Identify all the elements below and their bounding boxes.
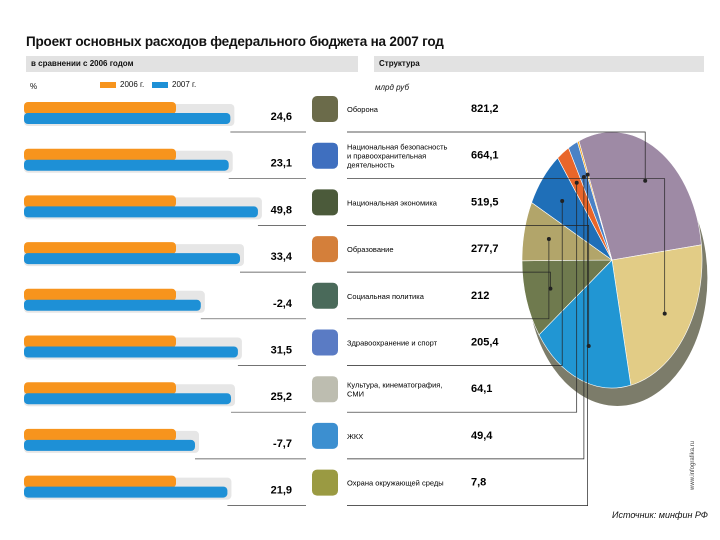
student-icon <box>312 236 338 263</box>
chart-title: Проект основных расходов федерального бю… <box>26 34 444 49</box>
leader-line <box>347 182 578 413</box>
value-label: 49,4 <box>471 430 493 442</box>
bar-2007 <box>24 393 232 405</box>
source-note: Источник: минфин РФ <box>612 510 708 520</box>
leader-dot <box>581 175 586 179</box>
value-unit: млрд руб <box>375 83 409 92</box>
category-label: и правоохранительная <box>347 152 426 161</box>
category-label: Национальная экономика <box>347 198 438 207</box>
bar-2006 <box>24 475 176 488</box>
category-label: деятельность <box>347 161 395 170</box>
leader-line <box>347 239 550 320</box>
value-label: 664,1 <box>471 150 499 162</box>
pie-slice-2 <box>611 244 703 386</box>
value-label: 64,1 <box>471 383 492 395</box>
bar-2006 <box>24 288 176 301</box>
bar-2006 <box>24 102 176 114</box>
leader-dot <box>662 311 667 316</box>
leader-line <box>347 271 551 289</box>
value-label: 519,5 <box>471 196 499 208</box>
bar-2006 <box>24 335 176 348</box>
pie-slice-4 <box>521 259 613 336</box>
pie-slice-9 <box>577 140 613 261</box>
leader-line <box>347 225 590 346</box>
legend-2007: 2007 г. <box>152 80 196 89</box>
leader-line <box>347 201 563 366</box>
category-label: Охрана окружающей среды <box>347 479 444 488</box>
leader-dot <box>560 199 565 203</box>
tree-icon <box>312 469 338 496</box>
leader-line <box>347 178 666 314</box>
legend-2006: 2006 г. <box>100 80 144 89</box>
growth-label: 24,6 <box>271 111 292 123</box>
tank-icon <box>312 96 338 122</box>
value-label: 7,8 <box>471 477 486 489</box>
legend-2007-label: 2007 г. <box>172 80 197 89</box>
police-car-icon <box>312 142 338 169</box>
elderly-person-icon <box>312 282 338 309</box>
subtitle-bar: в сравнении с 2006 годом <box>26 56 358 72</box>
value-label: 205,4 <box>471 337 499 349</box>
category-label: Национальная безопасность <box>347 143 448 152</box>
growth-label: -2,4 <box>273 298 293 310</box>
bar-2007 <box>24 299 201 311</box>
category-label: Культура, кинематография, <box>347 381 442 390</box>
side-credit: www.infografika.ru <box>690 440 696 490</box>
legend-2007-swatch <box>152 81 168 88</box>
leader-line <box>347 177 585 460</box>
growth-label: 33,4 <box>271 251 293 263</box>
leader-dot <box>585 172 590 177</box>
bar-2007 <box>24 346 238 358</box>
bar-2007 <box>24 439 196 451</box>
leader-line <box>347 174 588 506</box>
bar-2006 <box>24 428 176 441</box>
growth-label: 23,1 <box>271 158 292 170</box>
leader-dot <box>643 178 648 183</box>
category-label: Оборона <box>347 105 379 114</box>
bar-2007 <box>24 206 258 218</box>
percent-unit: % <box>30 82 38 91</box>
discobolus-statue-icon <box>312 376 338 403</box>
leader-dot <box>574 180 579 185</box>
bar-2006 <box>24 242 176 255</box>
bar-2006 <box>24 382 176 395</box>
growth-label: 21,9 <box>271 485 292 497</box>
leader-line <box>347 131 646 181</box>
bar-2007 <box>24 486 228 498</box>
pie-slice-1 <box>578 131 702 261</box>
factory-icon <box>312 189 338 216</box>
growth-label: -7,7 <box>273 438 292 450</box>
structure-bar: Структура <box>374 56 704 72</box>
bar-2007 <box>24 253 240 265</box>
category-label: СМИ <box>347 390 364 399</box>
growth-label: 49,8 <box>271 204 292 216</box>
category-label: Социальная политика <box>347 292 425 301</box>
value-label: 212 <box>471 290 489 302</box>
leader-dot <box>546 237 551 241</box>
value-label: 277,7 <box>471 243 499 255</box>
growth-label: 31,5 <box>271 345 292 357</box>
structure-label: Структура <box>379 59 420 68</box>
value-label: 821,2 <box>471 103 499 115</box>
bathtub-icon <box>312 422 338 449</box>
legend-2006-label: 2006 г. <box>120 80 145 89</box>
category-label: Здравоохранение и спорт <box>347 339 438 348</box>
bar-2006 <box>24 195 176 208</box>
legend-2006-swatch <box>100 81 116 88</box>
subtitle: в сравнении с 2006 годом <box>31 59 134 68</box>
category-label: ЖКХ <box>347 432 363 441</box>
category-label: Образование <box>347 245 394 254</box>
ambulance-icon <box>312 329 338 356</box>
growth-label: 25,2 <box>271 391 292 403</box>
bar-2007 <box>24 159 229 171</box>
bar-2006 <box>24 148 176 161</box>
bar-2007 <box>24 113 231 124</box>
leader-dot <box>548 286 553 291</box>
